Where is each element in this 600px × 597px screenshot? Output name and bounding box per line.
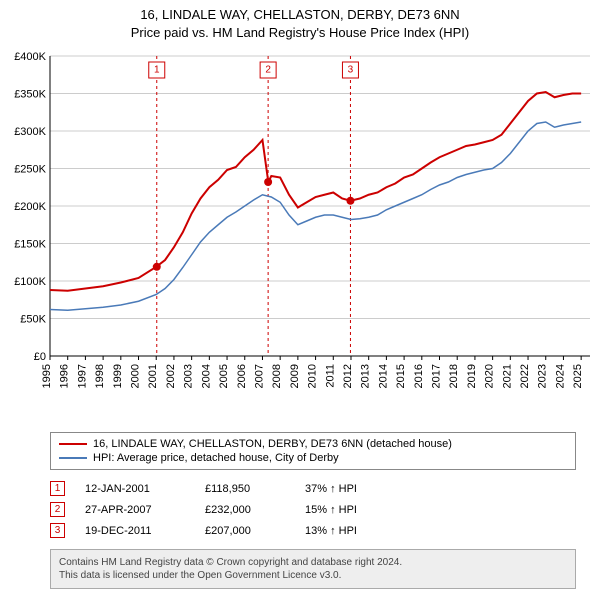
sale-price-3: £207,000: [205, 525, 285, 537]
legend-label-hpi: HPI: Average price, detached house, City…: [93, 452, 339, 464]
svg-text:£0: £0: [34, 351, 46, 363]
svg-text:£300K: £300K: [14, 126, 46, 138]
sale-price-1: £118,950: [205, 483, 285, 495]
sale-price-2: £232,000: [205, 504, 285, 516]
sales-row-3: 3 19-DEC-2011 £207,000 13% ↑ HPI: [50, 520, 576, 541]
sales-row-2: 2 27-APR-2007 £232,000 15% ↑ HPI: [50, 499, 576, 520]
svg-text:2014: 2014: [377, 364, 389, 388]
legend-row-property: 16, LINDALE WAY, CHELLASTON, DERBY, DE73…: [59, 437, 567, 451]
svg-text:£200K: £200K: [14, 201, 46, 213]
sales-row-1: 1 12-JAN-2001 £118,950 37% ↑ HPI: [50, 478, 576, 499]
svg-text:2023: 2023: [537, 364, 549, 388]
svg-text:2019: 2019: [466, 364, 478, 388]
sale-pct-3: 13% ↑ HPI: [305, 525, 405, 537]
svg-text:2: 2: [265, 65, 271, 76]
svg-text:2011: 2011: [324, 364, 336, 388]
svg-text:2009: 2009: [289, 364, 301, 388]
legend-swatch-hpi: [59, 457, 87, 459]
footer-line-2: This data is licensed under the Open Gov…: [59, 569, 567, 582]
legend-swatch-property: [59, 443, 87, 445]
svg-text:1995: 1995: [41, 364, 53, 388]
sales-table: 1 12-JAN-2001 £118,950 37% ↑ HPI 2 27-AP…: [50, 478, 576, 541]
legend-row-hpi: HPI: Average price, detached house, City…: [59, 451, 567, 465]
svg-text:2017: 2017: [431, 364, 443, 388]
title-block: 16, LINDALE WAY, CHELLASTON, DERBY, DE73…: [0, 0, 600, 46]
sale-pct-2: 15% ↑ HPI: [305, 504, 405, 516]
svg-text:2004: 2004: [200, 364, 212, 388]
svg-text:£400K: £400K: [14, 51, 46, 63]
sale-pct-1: 37% ↑ HPI: [305, 483, 405, 495]
svg-text:2003: 2003: [183, 364, 195, 388]
chart-svg: £0 £50K £100K £150K £200K £250K £300K £350K £400…: [0, 46, 600, 426]
svg-text:2006: 2006: [236, 364, 248, 388]
svg-text:£250K: £250K: [14, 164, 46, 176]
title-line-1: 16, LINDALE WAY, CHELLASTON, DERBY, DE73…: [0, 6, 600, 24]
footer-note: Contains HM Land Registry data © Crown c…: [50, 549, 576, 589]
svg-text:1: 1: [154, 65, 160, 76]
svg-text:£150K: £150K: [14, 239, 46, 251]
svg-text:3: 3: [348, 65, 354, 76]
svg-text:2018: 2018: [448, 364, 460, 388]
svg-text:1996: 1996: [59, 364, 71, 388]
svg-text:2021: 2021: [501, 364, 513, 388]
svg-text:2022: 2022: [519, 364, 531, 388]
svg-text:2007: 2007: [253, 364, 265, 388]
footer-line-1: Contains HM Land Registry data © Crown c…: [59, 556, 567, 569]
sale-marker-2-icon: 2: [50, 502, 65, 517]
sale-date-3: 19-DEC-2011: [85, 525, 185, 537]
chart-area: £0 £50K £100K £150K £200K £250K £300K £350K £400…: [0, 46, 600, 426]
svg-text:2010: 2010: [307, 364, 319, 388]
svg-text:2001: 2001: [147, 364, 159, 388]
sale-date-1: 12-JAN-2001: [85, 483, 185, 495]
svg-text:£350K: £350K: [14, 89, 46, 101]
svg-text:1998: 1998: [94, 364, 106, 388]
svg-text:2020: 2020: [484, 364, 496, 388]
svg-text:2015: 2015: [395, 364, 407, 388]
svg-text:2005: 2005: [218, 364, 230, 388]
svg-text:£50K: £50K: [20, 314, 46, 326]
svg-text:2016: 2016: [413, 364, 425, 388]
sale-marker-3-icon: 3: [50, 523, 65, 538]
svg-text:£100K: £100K: [14, 276, 46, 288]
title-line-2: Price paid vs. HM Land Registry's House …: [0, 24, 600, 42]
svg-text:2012: 2012: [342, 364, 354, 388]
svg-text:2024: 2024: [554, 364, 566, 388]
chart-container: 16, LINDALE WAY, CHELLASTON, DERBY, DE73…: [0, 0, 600, 589]
sale-date-2: 27-APR-2007: [85, 504, 185, 516]
svg-text:2013: 2013: [360, 364, 372, 388]
svg-text:2008: 2008: [271, 364, 283, 388]
svg-text:1999: 1999: [112, 364, 124, 388]
legend-label-property: 16, LINDALE WAY, CHELLASTON, DERBY, DE73…: [93, 438, 452, 450]
svg-text:2000: 2000: [130, 364, 142, 388]
svg-text:2002: 2002: [165, 364, 177, 388]
svg-text:1997: 1997: [76, 364, 88, 388]
svg-text:2025: 2025: [572, 364, 584, 388]
sale-marker-1-icon: 1: [50, 481, 65, 496]
legend: 16, LINDALE WAY, CHELLASTON, DERBY, DE73…: [50, 432, 576, 470]
